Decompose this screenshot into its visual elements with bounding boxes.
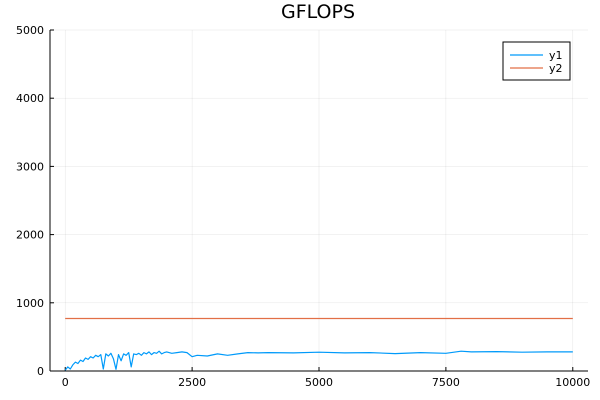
- x-tick-label: 0: [62, 376, 69, 389]
- y-tick-label: 5000: [16, 24, 44, 37]
- legend-label-y2: y2: [549, 62, 563, 75]
- y-tick-label: 2000: [16, 229, 44, 242]
- legend-box: [502, 41, 571, 81]
- x-tick-label: 7500: [432, 376, 460, 389]
- y-tick-label: 0: [37, 365, 44, 378]
- tick-labels: 0 2500 5000 7500 10000 0 1000 2000 3000 4000 5000: [16, 24, 590, 389]
- x-tick-label: 10000: [555, 376, 590, 389]
- y-tick-label: 3000: [16, 160, 44, 173]
- x-tick-label: 2500: [178, 376, 206, 389]
- chart-title: GFLOPS: [281, 1, 355, 23]
- series-group: [64, 317, 573, 371]
- x-tick-label: 5000: [305, 376, 333, 389]
- y-tick-label: 4000: [16, 92, 44, 105]
- legend-label-y1: y1: [549, 49, 563, 62]
- series-line-y1: [64, 350, 573, 371]
- grid: [50, 29, 588, 372]
- axes: [49, 29, 588, 372]
- y-tick-label: 1000: [16, 297, 44, 310]
